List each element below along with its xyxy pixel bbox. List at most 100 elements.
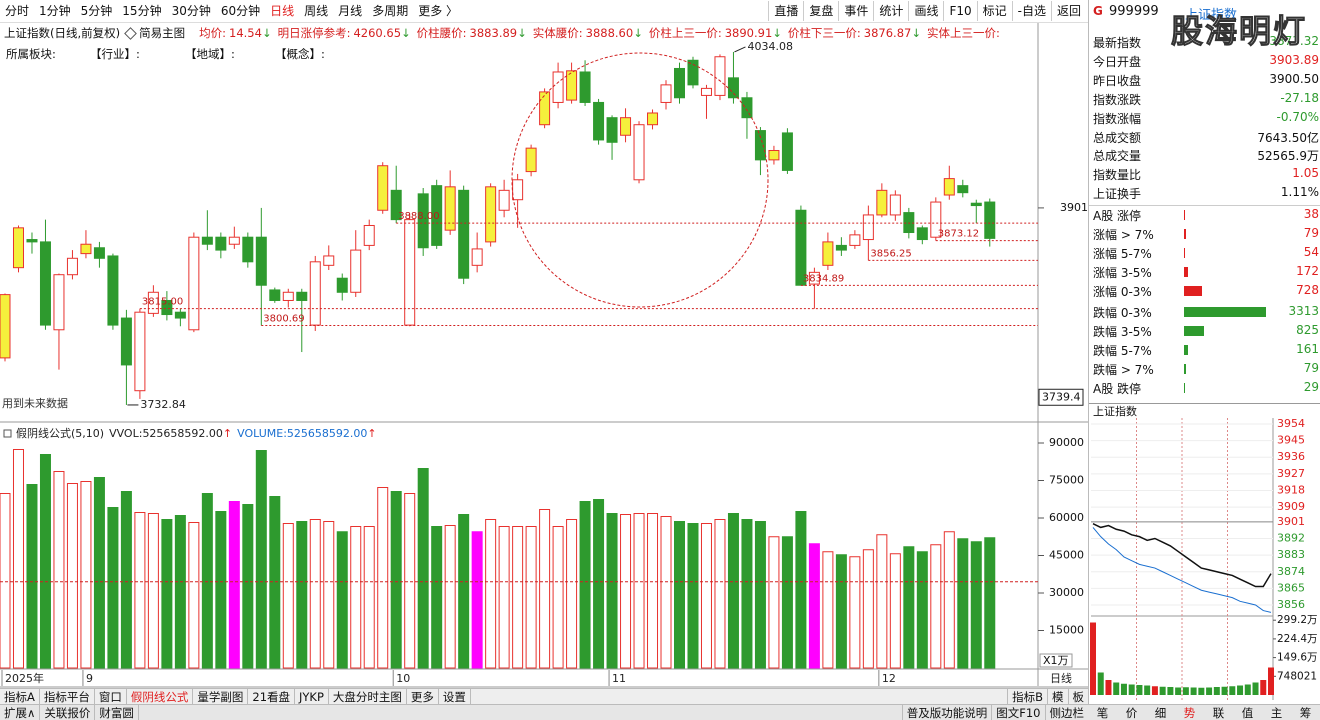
status-item[interactable]: 财富圆	[95, 705, 139, 720]
tab[interactable]: 板	[1067, 689, 1089, 705]
mini-volume-bar	[1167, 687, 1174, 695]
panel-tool[interactable]: 值	[1241, 706, 1254, 720]
indicator-name: VVOL:	[109, 427, 142, 440]
breadth-label: 跌幅 > 7%	[1093, 363, 1154, 377]
panel-tool[interactable]: 笔	[1096, 706, 1109, 720]
period-tab[interactable]: 周线	[304, 4, 329, 18]
volume-bar	[174, 515, 186, 669]
mini-volume-bar	[1260, 680, 1267, 695]
status-item[interactable]: 关联报价	[40, 705, 96, 720]
volume-bar	[377, 487, 389, 669]
period-tab[interactable]: 月线	[338, 4, 363, 18]
panel-tool[interactable]: 联	[1212, 706, 1225, 720]
volume-bar	[80, 481, 92, 669]
annotation-label: 3732.84	[140, 398, 186, 411]
panel-tool[interactable]: 主	[1270, 706, 1283, 720]
volume-bar	[741, 519, 753, 669]
tool-button[interactable]: 标记	[976, 1, 1012, 21]
tool-button[interactable]: -自选	[1011, 1, 1051, 21]
tool-button[interactable]: F10	[943, 1, 976, 21]
quote-value: 3900.50	[1269, 71, 1319, 86]
candle-body	[309, 261, 321, 326]
period-tab[interactable]: 多周期	[372, 4, 409, 18]
tab-bar: 指标A 指标平台 窗口 假阴线公式 量学副图 21看盘 JYKP 大盘分时主图 更多 设置 指标B 模…	[0, 688, 1088, 705]
volume-bar	[957, 538, 969, 669]
mini-volume-bar	[1237, 685, 1244, 695]
candle-body	[107, 255, 119, 326]
unit-label: X1万	[1043, 654, 1069, 667]
mini-volume-bar	[1128, 684, 1135, 695]
volume-bar	[336, 531, 348, 669]
tab[interactable]: 量学副图	[193, 689, 249, 705]
status-item[interactable]: 图文F10	[991, 705, 1044, 720]
status-item[interactable]: 普及版功能说明	[901, 705, 992, 720]
tab[interactable]: 指标平台	[40, 689, 95, 705]
y-tick-label: 3918	[1277, 483, 1305, 496]
charts: 3901 4034.08 3732.84 3800.69 3815.00 3834.89 3…	[0, 22, 1088, 688]
period-label: 日线	[1050, 671, 1072, 685]
period-tab[interactable]: 分时	[5, 4, 30, 18]
quote-value: 1.11%	[1280, 185, 1319, 200]
period-tab[interactable]: 更多 〉	[418, 4, 459, 18]
tab[interactable]: 更多	[407, 689, 439, 705]
info-value: 3876.87	[863, 26, 912, 40]
tab[interactable]: 窗口	[95, 689, 127, 705]
candle-body	[498, 189, 510, 211]
mini-volume-bar	[1182, 687, 1189, 695]
tab[interactable]: 模	[1047, 689, 1068, 705]
candle-body	[390, 189, 402, 221]
period-tab[interactable]: 15分钟	[122, 4, 162, 18]
tool-button[interactable]: 复盘	[803, 1, 838, 21]
candle-body	[822, 241, 834, 266]
period-tab[interactable]: 日线	[270, 4, 295, 18]
tool-button[interactable]: 事件	[838, 1, 873, 21]
status-item[interactable]: 侧边栏	[1044, 705, 1089, 720]
breadth-value: 161	[1296, 342, 1319, 356]
tool-button[interactable]: 统计	[873, 1, 908, 21]
panel-tool[interactable]: 势	[1183, 706, 1196, 720]
period-tab[interactable]: 30分钟	[171, 4, 211, 18]
tool-button[interactable]: 画线	[908, 1, 943, 21]
candle-body	[282, 291, 294, 301]
volume-bar	[282, 523, 294, 669]
status-item[interactable]: 扩展∧	[0, 705, 41, 720]
volume-bar	[66, 483, 78, 669]
tab[interactable]: 指标B	[1007, 689, 1047, 705]
cursor-label: 3739.4	[1042, 390, 1081, 403]
panel-tool[interactable]: 价	[1125, 706, 1138, 720]
tab[interactable]: 21看盘	[248, 689, 296, 705]
tool-button[interactable]: 返回	[1050, 1, 1086, 21]
candle-body	[417, 193, 429, 249]
period-tab[interactable]: 60分钟	[220, 4, 261, 18]
mini-volume-bar	[1090, 622, 1096, 695]
level-label: 3873.12	[938, 229, 979, 240]
breadth-label: 涨幅 0-3%	[1093, 285, 1152, 299]
volume-bar	[889, 553, 901, 669]
tab[interactable]: 大盘分时主图	[329, 689, 407, 705]
mini-volume-bar	[1198, 687, 1205, 695]
tab[interactable]: 假阴线公式	[127, 689, 194, 705]
sector-label: 所属板块:	[6, 47, 56, 61]
intraday-line	[1092, 527, 1272, 613]
annotation-arrow	[734, 46, 746, 53]
quote-label: 最新指数	[1093, 36, 1142, 50]
volume-tick-label: 149.6万	[1277, 652, 1318, 664]
panel-tool[interactable]: 细	[1154, 706, 1167, 720]
info-trend: ↓	[261, 26, 272, 40]
sector-label: 【概念】:	[275, 47, 325, 61]
period-tab[interactable]: 5分钟	[80, 4, 113, 18]
tab[interactable]: 设置	[439, 689, 471, 705]
chart-mode: 简易主图	[139, 26, 186, 40]
tool-button[interactable]: 直播	[768, 1, 803, 21]
mini-title: 上证指数	[1093, 404, 1137, 418]
panel-tool[interactable]: 筹	[1299, 706, 1312, 720]
candle-body	[174, 311, 186, 319]
tab[interactable]: JYKP	[295, 689, 329, 705]
period-tab[interactable]: 1分钟	[39, 4, 71, 18]
breadth-bar	[1184, 248, 1186, 258]
quote-label: 上证换手	[1093, 187, 1142, 202]
volume-bar	[539, 509, 551, 669]
breadth-bar	[1184, 345, 1188, 355]
candle-body	[984, 201, 996, 239]
tab[interactable]: 指标A	[0, 689, 40, 705]
